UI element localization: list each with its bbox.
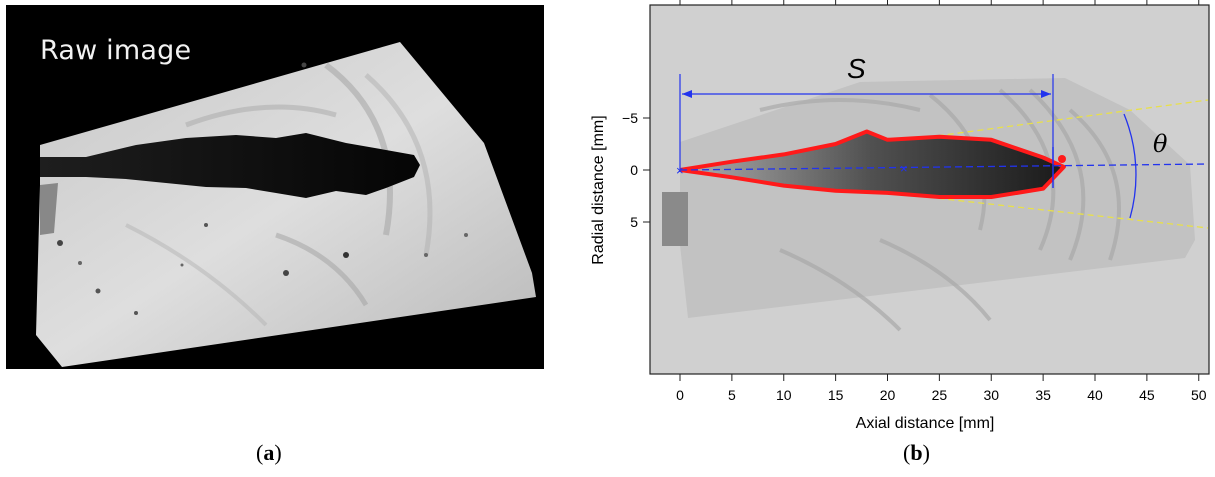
nozzle-region xyxy=(662,192,688,246)
caption-a: (a) xyxy=(256,440,282,465)
s-arrow-left xyxy=(682,90,692,98)
y-axis-ticks: −5 0 5 xyxy=(622,110,650,230)
s-label: S xyxy=(847,53,866,84)
x-tick-label: 40 xyxy=(1087,387,1103,403)
theta-label: θ xyxy=(1153,130,1168,158)
y-tick-label: 5 xyxy=(630,214,638,230)
x-tick-label: 15 xyxy=(828,387,844,403)
x-tick-label: 20 xyxy=(880,387,896,403)
y-axis-label: Radial distance [mm] xyxy=(590,115,607,264)
caption-b: (b) xyxy=(903,440,930,465)
origin-marker: × xyxy=(676,163,684,178)
raw-spray-image xyxy=(36,42,536,367)
x-tick-label: 30 xyxy=(983,387,999,403)
raw-image-panel: Raw image xyxy=(6,5,544,369)
x-tick-label: 10 xyxy=(776,387,792,403)
striations xyxy=(759,88,1121,332)
y-tick-label: 0 xyxy=(630,162,638,178)
spray-tip-marker xyxy=(1058,155,1066,163)
caption-a-letter: a xyxy=(263,440,275,465)
x-axis-ticks: 0 5 10 15 20 25 30 35 40 45 50 xyxy=(676,0,1207,403)
x-tick-label: 0 xyxy=(676,387,684,403)
x-tick-label: 50 xyxy=(1191,387,1207,403)
theta-arc xyxy=(1123,113,1137,219)
cone-upper-line xyxy=(679,99,1209,171)
spray-body xyxy=(680,131,1064,197)
caption-b-letter: b xyxy=(910,440,923,465)
x-tick-label: 5 xyxy=(728,387,736,403)
spray-axis-line xyxy=(679,163,1209,171)
y-tick-label: −5 xyxy=(622,110,638,126)
midpoint-marker: × xyxy=(900,161,908,176)
s-arrow-right xyxy=(1041,90,1051,98)
x-tick-label: 35 xyxy=(1035,387,1051,403)
x-tick-label: 45 xyxy=(1139,387,1155,403)
x-tick-label: 25 xyxy=(932,387,948,403)
x-axis-label: Axial distance [mm] xyxy=(856,415,995,432)
raw-image-title: Raw image xyxy=(40,35,192,66)
